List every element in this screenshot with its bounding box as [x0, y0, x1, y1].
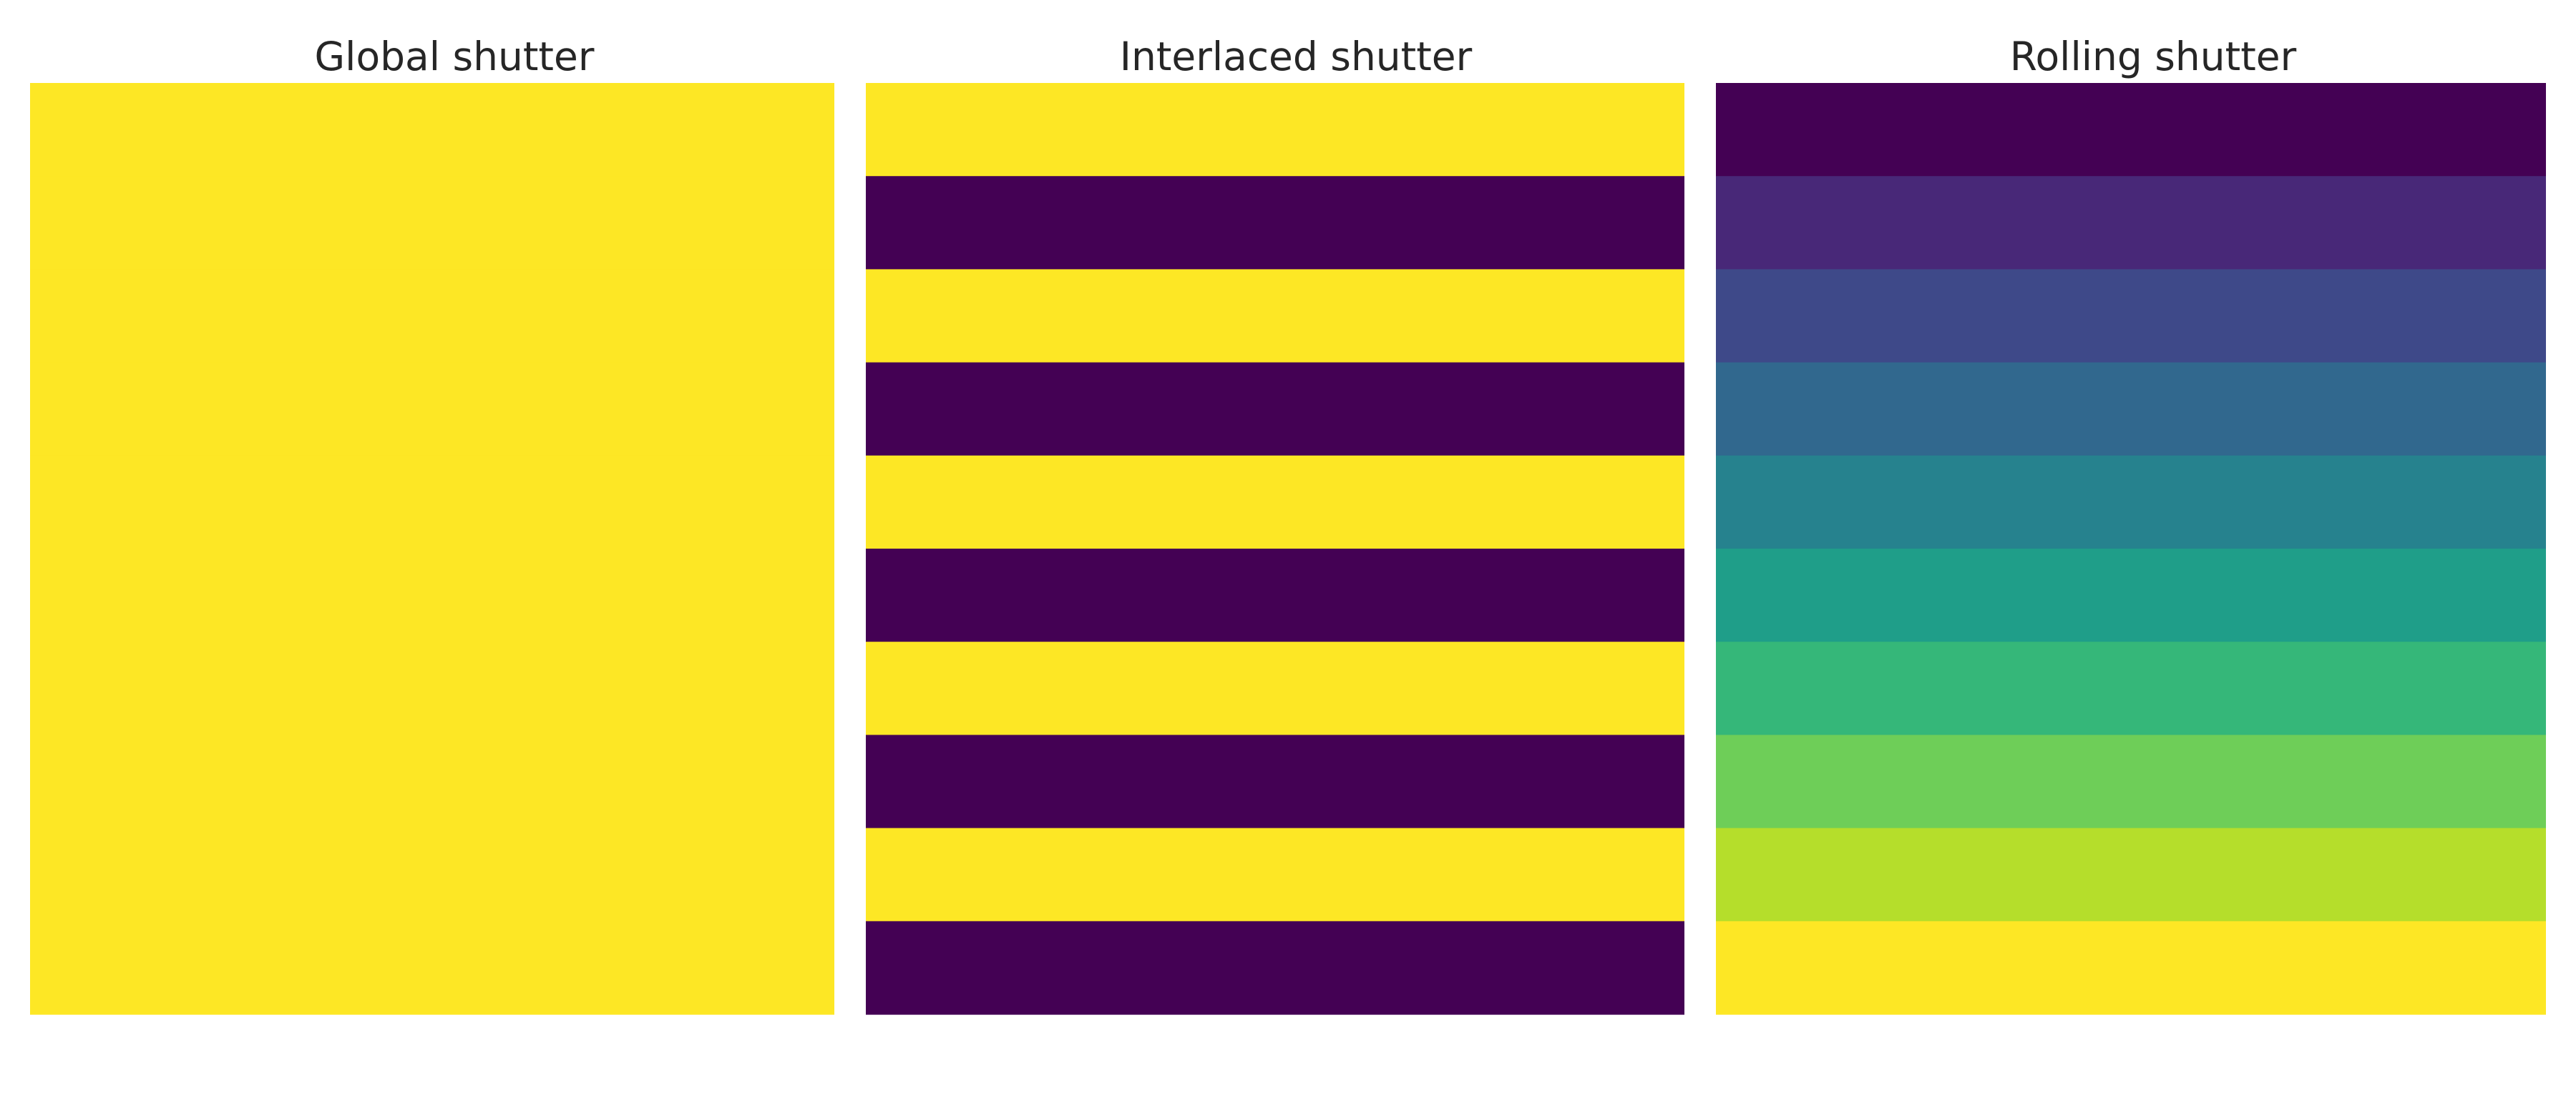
- band-row-2: [1716, 269, 2546, 363]
- band-row-1: [1716, 176, 2546, 270]
- band-row-6: [866, 642, 1684, 735]
- band-row-7: [30, 735, 834, 829]
- band-row-6: [1716, 642, 2546, 735]
- band-row-0: [1716, 83, 2546, 177]
- band-row-1: [866, 176, 1684, 270]
- band-row-3: [30, 362, 834, 456]
- band-row-8: [1716, 828, 2546, 922]
- band-row-1: [30, 176, 834, 270]
- band-row-5: [1716, 549, 2546, 642]
- band-row-9: [1716, 921, 2546, 1015]
- band-row-9: [30, 921, 834, 1015]
- band-row-2: [30, 269, 834, 363]
- band-row-9: [866, 921, 1684, 1015]
- band-row-5: [30, 549, 834, 642]
- interlaced-shutter-panel: [866, 83, 1684, 1015]
- band-row-7: [866, 735, 1684, 829]
- band-row-8: [866, 828, 1684, 922]
- band-row-3: [866, 362, 1684, 456]
- band-row-2: [866, 269, 1684, 363]
- rolling-shutter-title: Rolling shutter: [2010, 34, 2297, 79]
- band-row-4: [30, 455, 834, 549]
- rolling-shutter-panel: [1716, 83, 2546, 1015]
- global-shutter-title: Global shutter: [315, 34, 595, 79]
- band-row-0: [30, 83, 834, 177]
- global-shutter-panel: [30, 83, 834, 1015]
- band-row-3: [1716, 362, 2546, 456]
- band-row-0: [866, 83, 1684, 177]
- band-row-4: [1716, 455, 2546, 549]
- band-row-7: [1716, 735, 2546, 829]
- interlaced-shutter-title: Interlaced shutter: [1120, 34, 1473, 79]
- band-row-6: [30, 642, 834, 735]
- band-row-8: [30, 828, 834, 922]
- band-row-5: [866, 549, 1684, 642]
- band-row-4: [866, 455, 1684, 549]
